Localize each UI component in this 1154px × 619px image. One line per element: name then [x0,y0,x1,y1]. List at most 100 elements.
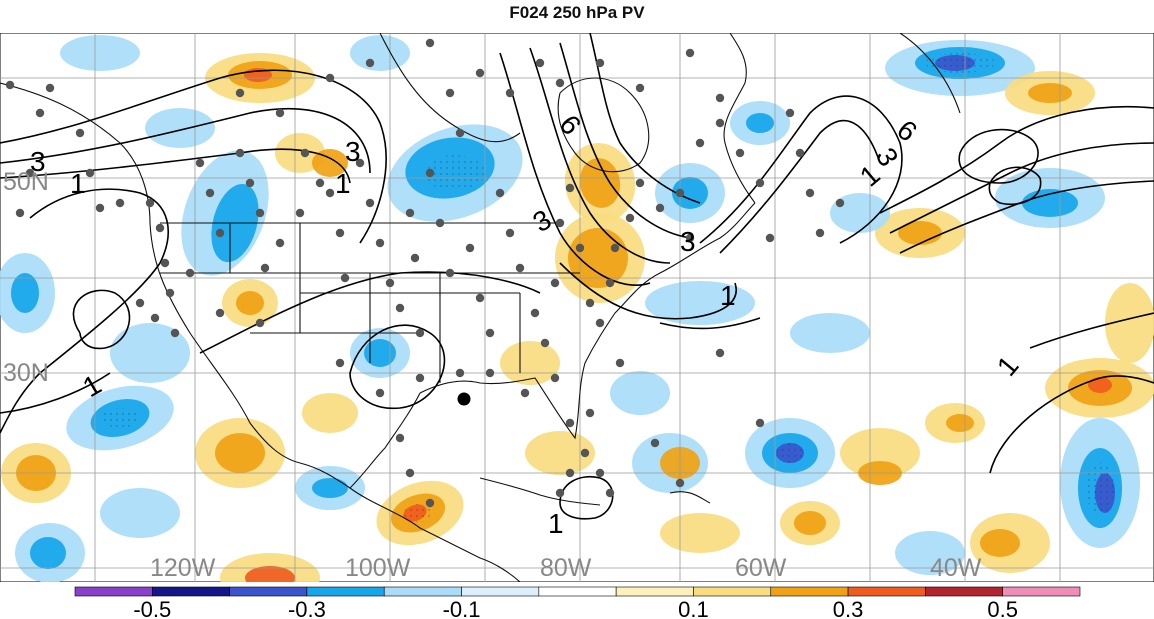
colorbar-box [847,586,926,597]
colorbar-box [615,586,694,597]
station-dot [15,208,25,218]
pv-anomaly-region [60,35,140,71]
station-dot [805,188,815,198]
station-dot [565,183,575,193]
pv-anomaly-region [11,273,39,313]
station-dot [815,228,825,238]
coastline-segment [557,77,650,173]
pv-anomaly-region [350,35,410,71]
station-dot [365,58,375,68]
colorbar-box [538,586,617,597]
pv-contour-line [589,33,701,204]
longitude-label: 40W [930,554,982,582]
station-dot [275,238,285,248]
station-dot [585,408,595,418]
station-dot [530,308,540,318]
station-dot [160,258,170,268]
station-dot [260,263,270,273]
station-dot [505,228,515,238]
station-dot [185,268,195,278]
significance-stipple [100,408,140,428]
station-dot [615,358,625,368]
pv-contour-line [889,142,1154,234]
station-dot [340,273,350,283]
station-dot [455,368,465,378]
significance-stipple [1086,462,1114,514]
station-dot [215,228,225,238]
pv-anomaly-region [794,511,826,535]
colorbar-box [1002,586,1081,597]
pv-anomaly-region [672,177,708,209]
station-dots [5,38,845,508]
colorbar-box [152,586,230,597]
station-dot [275,108,285,118]
station-dot [35,108,45,118]
station-dot [425,168,435,178]
station-dot [415,328,425,338]
pv-anomaly-region [1028,83,1072,103]
pv-contour-line [958,128,1039,184]
station-dot [325,73,335,83]
station-dot [315,178,325,188]
station-dot [425,498,435,508]
latitude-label: 30N [3,359,49,387]
pv-contour-line [988,166,1042,205]
station-dot [535,58,545,68]
coastline-segment [479,477,601,506]
pv-anomaly-region [645,281,755,325]
station-dot [595,58,605,68]
pv-anomaly-region [895,531,965,575]
contour-value-label: 1 [335,168,351,199]
colorbar-box [693,586,772,597]
station-dot [195,158,205,168]
station-dot [465,243,475,253]
station-dot [445,88,455,98]
station-dot [505,88,515,98]
station-dot [765,233,775,243]
station-dot [25,168,35,178]
station-dot [405,468,415,478]
pv-anomaly-region [830,193,890,233]
pv-contour-line [989,375,1154,474]
colorbar-box [74,586,153,597]
station-dot [45,83,55,93]
station-dot [515,263,525,273]
pv-anomaly-region [364,339,396,367]
station-dot [485,368,495,378]
station-dot [355,158,365,168]
station-dot [325,188,335,198]
latitude-label: 50N [3,168,49,196]
pv-contour-line [0,372,111,414]
pv-anomaly-region [302,393,358,433]
colorbar: -0.5 -0.3 -0.1 0.1 0.3 0.5 [74,586,1081,619]
station-dot [715,348,725,358]
coastline-segment [349,487,521,582]
contour-value-label: 3 [680,226,696,257]
pv-contour-line [719,119,881,254]
station-dot [165,288,175,298]
pv-contour-line [0,107,371,174]
station-dot [485,328,495,338]
longitude-label: 100W [345,554,411,582]
pv-anomaly-region [840,428,920,478]
longitude-label: 120W [150,554,216,582]
station-dot [215,308,225,318]
coastline-segment [669,491,711,504]
station-dot [610,243,620,253]
contour-value-label: 1 [548,508,564,539]
longitude-label: 80W [540,554,592,582]
colorbar-tick-label: 0.5 [987,597,1018,619]
station-dot [475,68,485,78]
station-dot [150,313,160,323]
station-dot [395,303,405,313]
station-dot [375,238,385,248]
station-dot [75,128,85,138]
station-dot [335,228,345,238]
station-dot [300,148,310,158]
station-dot [550,373,560,383]
colorbar-box [229,586,308,597]
station-dot [625,213,635,223]
station-dot [425,38,435,48]
pv-anomaly-region [568,228,628,288]
station-dot [135,298,145,308]
